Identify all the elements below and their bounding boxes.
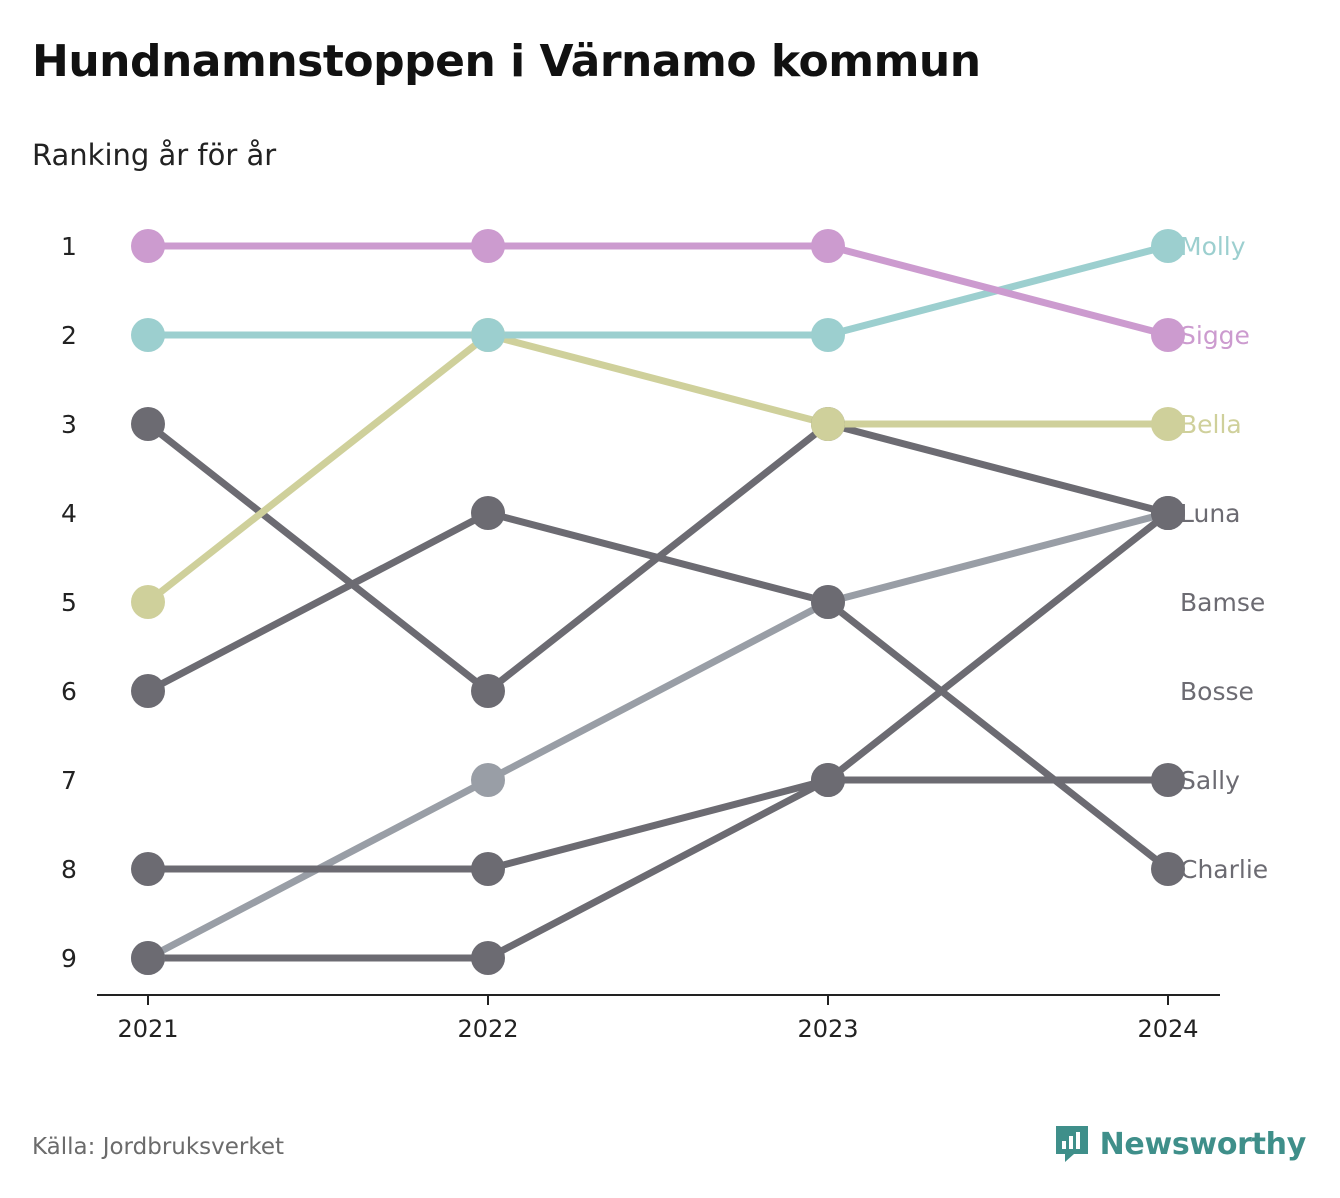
data-point bbox=[471, 674, 505, 708]
y-tick-label: 3 bbox=[61, 410, 77, 439]
end-label: Charlie bbox=[1180, 855, 1268, 884]
data-point bbox=[131, 674, 165, 708]
series-lines bbox=[144, 242, 1172, 962]
chart-bubble-icon bbox=[1055, 1126, 1088, 1162]
data-point bbox=[811, 585, 845, 619]
data-point bbox=[1151, 229, 1185, 263]
y-tick-label: 6 bbox=[61, 677, 77, 706]
data-point bbox=[1151, 496, 1185, 530]
y-tick-label: 4 bbox=[61, 499, 77, 528]
data-point bbox=[471, 941, 505, 975]
y-tick-label: 7 bbox=[61, 766, 77, 795]
x-tick-label: 2022 bbox=[457, 1015, 518, 1043]
series-line bbox=[144, 776, 1172, 873]
end-label: Luna bbox=[1180, 499, 1241, 528]
data-point bbox=[131, 318, 165, 352]
x-tick-label: 2024 bbox=[1137, 1015, 1198, 1043]
y-tick-label: 5 bbox=[61, 588, 77, 617]
end-label: Sigge bbox=[1180, 321, 1250, 350]
y-tick-label: 2 bbox=[61, 321, 77, 350]
data-point bbox=[1151, 318, 1185, 352]
end-label: Bamse bbox=[1180, 588, 1265, 617]
end-label: Molly bbox=[1180, 232, 1246, 261]
axes: 2021 2022 2023 2024 1 2 3 4 5 6 7 8 9 bbox=[61, 232, 1220, 1043]
brand-logo: Newsworthy bbox=[1054, 1124, 1306, 1164]
data-point bbox=[471, 318, 505, 352]
series-line bbox=[144, 242, 1172, 339]
data-point bbox=[471, 852, 505, 886]
end-labels: Molly Sigge Bella Luna Bamse Bosse Sally Charli… bbox=[1180, 232, 1268, 884]
data-point bbox=[1151, 763, 1185, 797]
series-line bbox=[144, 242, 1172, 339]
data-point bbox=[131, 407, 165, 441]
series-points bbox=[131, 229, 1185, 975]
series-line bbox=[144, 509, 1172, 962]
end-label: Bosse bbox=[1180, 677, 1254, 706]
data-point bbox=[471, 229, 505, 263]
chart-subtitle: Ranking år för år bbox=[32, 138, 277, 172]
series-line bbox=[144, 420, 1172, 695]
series-line bbox=[144, 331, 1172, 606]
data-point bbox=[131, 229, 165, 263]
y-tick-label: 9 bbox=[61, 944, 77, 973]
data-point bbox=[131, 941, 165, 975]
x-tick-label: 2023 bbox=[797, 1015, 858, 1043]
end-label: Bella bbox=[1180, 410, 1242, 439]
data-point bbox=[131, 852, 165, 886]
data-point bbox=[471, 763, 505, 797]
data-point bbox=[811, 318, 845, 352]
y-tick-label: 1 bbox=[61, 232, 77, 261]
y-tick-label: 8 bbox=[61, 855, 77, 884]
source-note: Källa: Jordbruksverket bbox=[32, 1134, 285, 1160]
data-point bbox=[471, 496, 505, 530]
data-point bbox=[811, 229, 845, 263]
end-label: Sally bbox=[1180, 766, 1240, 795]
brand-name: Newsworthy bbox=[1099, 1126, 1307, 1162]
data-point bbox=[1151, 407, 1185, 441]
chart-title: Hundnamnstoppen i Värnamo kommun bbox=[32, 36, 981, 87]
data-point bbox=[131, 585, 165, 619]
series-line bbox=[144, 509, 1172, 962]
data-point bbox=[1151, 852, 1185, 886]
x-tick-label: 2021 bbox=[117, 1015, 178, 1043]
data-point bbox=[811, 763, 845, 797]
data-point bbox=[811, 407, 845, 441]
